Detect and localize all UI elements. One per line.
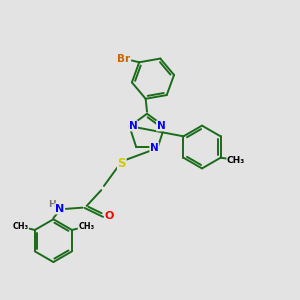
Text: N: N [55, 204, 64, 214]
Text: CH₃: CH₃ [13, 223, 29, 232]
Text: H: H [48, 200, 56, 208]
Text: N: N [150, 143, 159, 153]
Text: CH₃: CH₃ [227, 156, 245, 165]
Text: Br: Br [117, 54, 130, 64]
Text: O: O [105, 211, 114, 221]
Text: N: N [157, 121, 165, 131]
Text: N: N [129, 121, 137, 131]
Text: CH₃: CH₃ [78, 223, 94, 232]
Text: S: S [118, 157, 126, 170]
